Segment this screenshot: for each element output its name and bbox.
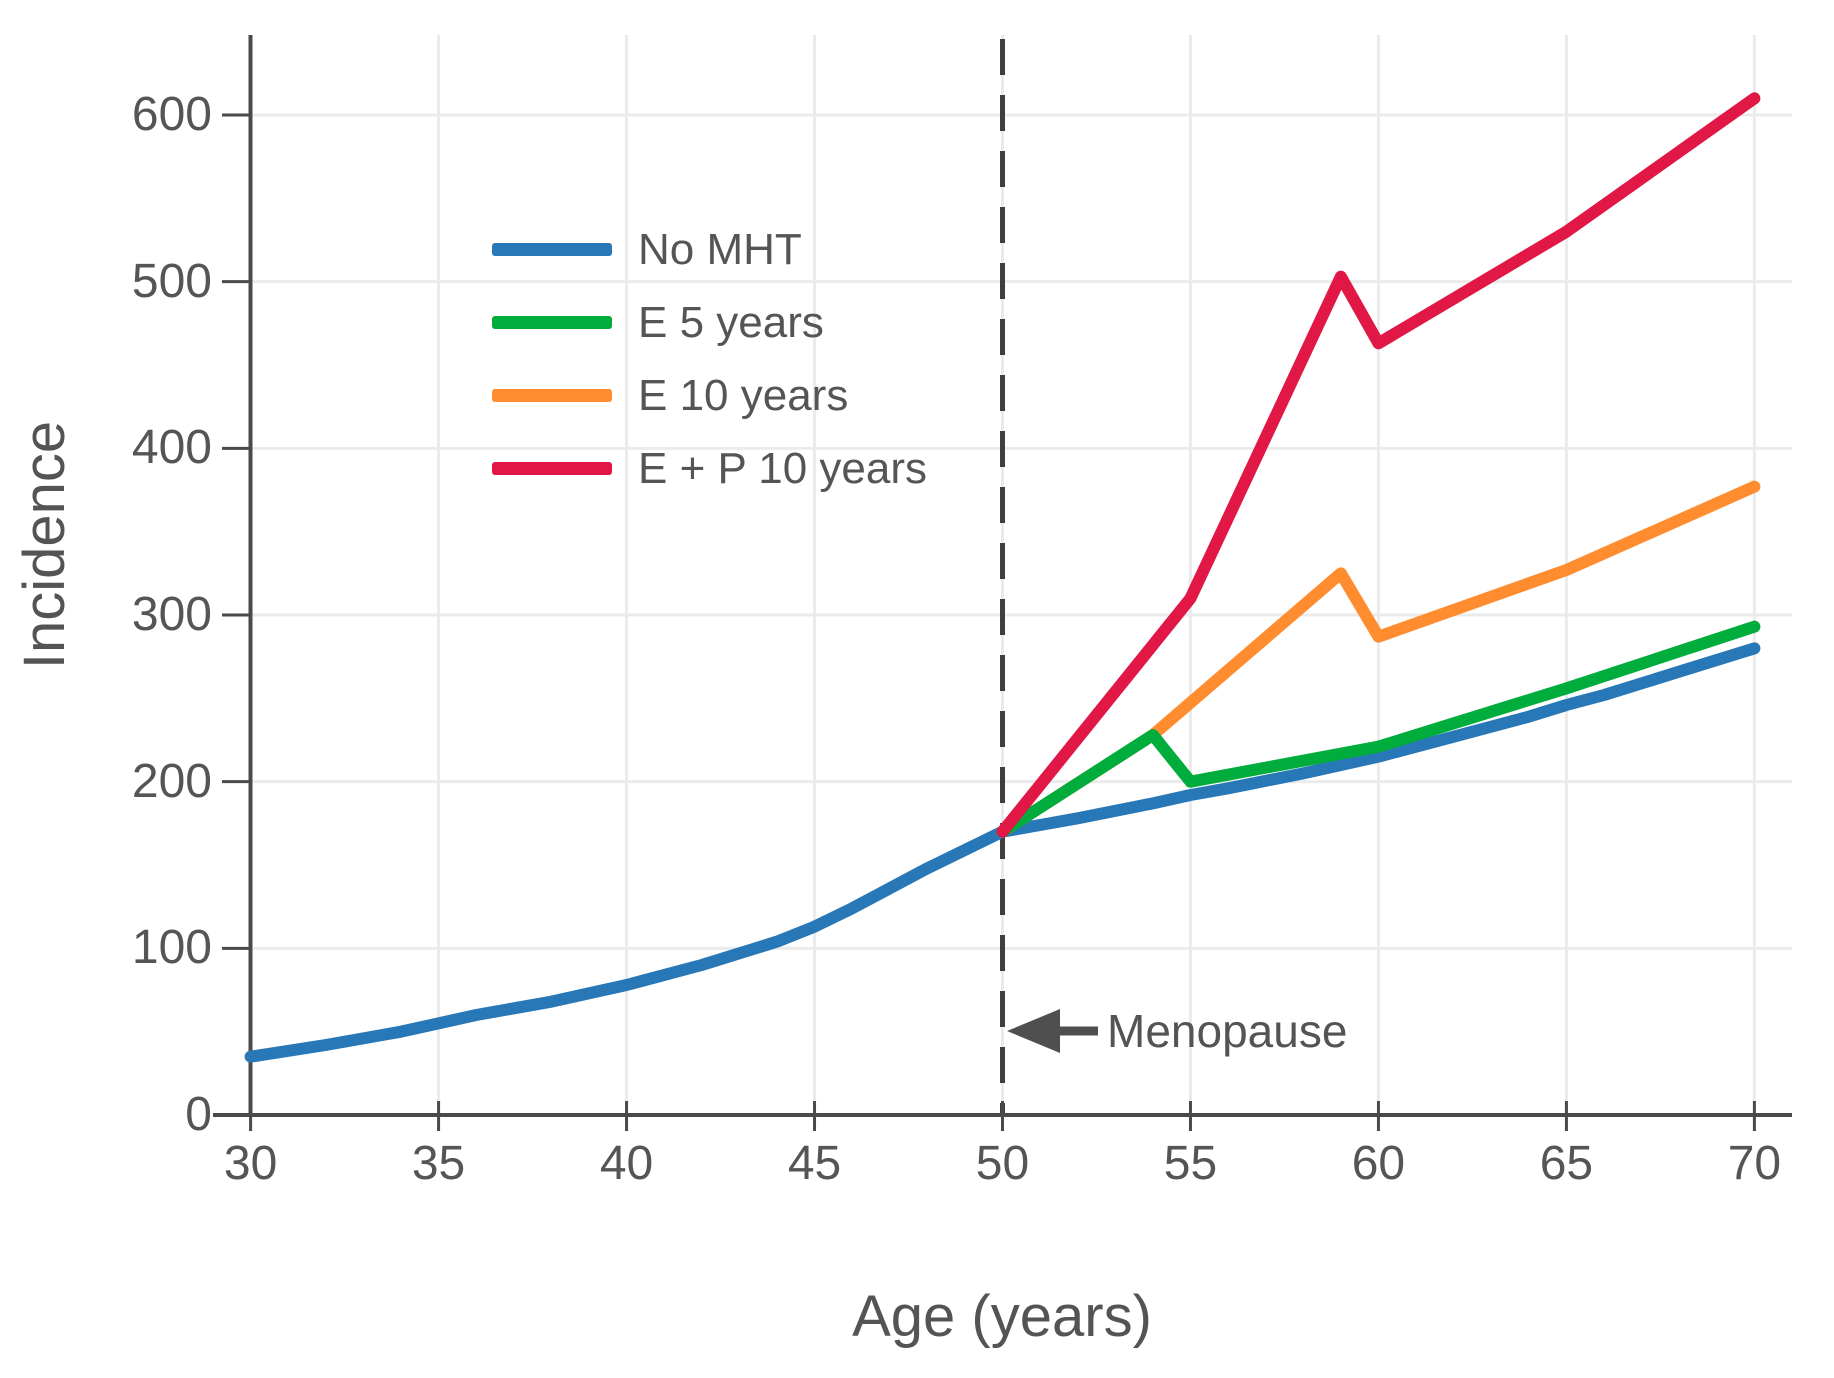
x-tick-label: 55 [1163,1137,1218,1190]
menopause-annotation: Menopause [1107,1005,1348,1057]
x-tick-label: 35 [411,1137,466,1190]
legend-item-e-5-years: E 5 years [492,286,927,359]
legend-line-swatch-red [492,462,612,475]
legend-label: E 5 years [638,297,824,347]
y-tick-label: 200 [131,754,212,808]
legend-line-swatch-orange [492,389,612,402]
legend: No MHT E 5 years E 10 years E + P 10 yea… [492,213,927,505]
series-line-e-5-years [996,620,1761,838]
x-tick-label: 30 [223,1137,278,1190]
y-tick-label: 500 [131,254,212,308]
series-line-no-mht [244,642,1761,1063]
x-tick-label: 60 [1351,1137,1406,1190]
x-tick-label: 50 [975,1137,1030,1190]
legend-line-swatch-green [492,316,612,329]
x-tick-label: 70 [1727,1137,1782,1190]
y-tick-label: 300 [131,588,212,641]
y-tick-label: 400 [131,421,212,475]
legend-item-e-10-years: E 10 years [492,359,927,432]
legend-label: No MHT [638,224,802,274]
legend-item-no-mht: No MHT [492,213,927,286]
series-line-e-p-10-years [996,92,1761,838]
y-tick-label: 0 [185,1088,212,1141]
legend-item-e-p-10-years: E + P 10 years [492,432,927,505]
x-tick-label: 45 [787,1137,842,1190]
x-tick-label: 40 [599,1137,654,1190]
y-axis-title: Incidence [12,420,77,670]
menopause-arrow-head-icon [1007,1009,1060,1053]
legend-line-swatch-blue [492,243,612,256]
legend-label: E + P 10 years [638,443,928,493]
y-tick-label: 600 [131,88,212,141]
x-tick-label: 65 [1539,1137,1594,1190]
legend-label: E 10 years [638,370,849,420]
y-tick-label: 100 [131,921,212,975]
x-axis-title: Age (years) [852,1284,1152,1349]
